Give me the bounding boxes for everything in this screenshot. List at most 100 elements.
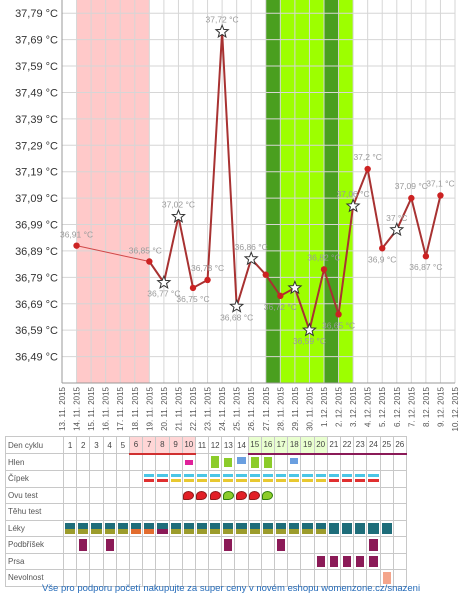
day-cell[interactable] bbox=[155, 519, 170, 537]
day-cell[interactable] bbox=[89, 536, 104, 554]
day-cell[interactable] bbox=[247, 519, 262, 537]
day-cell[interactable] bbox=[326, 503, 341, 521]
day-cell[interactable] bbox=[353, 453, 368, 471]
day-cell[interactable] bbox=[155, 486, 170, 504]
day-cell[interactable] bbox=[76, 470, 91, 488]
day-cell[interactable] bbox=[128, 519, 144, 537]
day-cell[interactable] bbox=[260, 536, 276, 554]
day-number[interactable]: 5 bbox=[115, 436, 130, 454]
day-cell[interactable] bbox=[379, 552, 394, 570]
day-cell[interactable] bbox=[194, 486, 210, 504]
day-cell[interactable] bbox=[339, 470, 355, 488]
day-cell[interactable] bbox=[287, 453, 302, 471]
day-cell[interactable] bbox=[392, 519, 407, 537]
day-cell[interactable] bbox=[89, 503, 104, 521]
day-cell[interactable] bbox=[273, 503, 289, 521]
day-number[interactable]: 24 bbox=[366, 436, 381, 455]
day-cell[interactable] bbox=[392, 453, 407, 471]
day-cell[interactable] bbox=[142, 470, 157, 488]
day-cell[interactable] bbox=[247, 486, 262, 504]
day-cell[interactable] bbox=[62, 453, 78, 471]
day-cell[interactable] bbox=[142, 453, 157, 471]
day-cell[interactable] bbox=[247, 453, 262, 471]
day-cell[interactable] bbox=[326, 519, 341, 537]
day-cell[interactable] bbox=[313, 552, 328, 570]
day-cell[interactable] bbox=[115, 503, 130, 521]
day-number[interactable]: 20 bbox=[313, 436, 328, 455]
day-cell[interactable] bbox=[379, 486, 394, 504]
day-number[interactable]: 10 bbox=[181, 436, 196, 455]
day-cell[interactable] bbox=[287, 536, 302, 554]
day-cell[interactable] bbox=[62, 503, 78, 521]
day-cell[interactable] bbox=[247, 503, 262, 521]
day-cell[interactable] bbox=[366, 536, 381, 554]
day-cell[interactable] bbox=[234, 519, 249, 537]
day-cell[interactable] bbox=[313, 453, 328, 471]
day-cell[interactable] bbox=[339, 519, 355, 537]
day-cell[interactable] bbox=[353, 519, 368, 537]
day-cell[interactable] bbox=[168, 552, 183, 570]
day-number[interactable]: 4 bbox=[102, 436, 117, 454]
day-number[interactable]: 26 bbox=[392, 436, 407, 455]
day-cell[interactable] bbox=[379, 536, 394, 554]
day-cell[interactable] bbox=[76, 453, 91, 471]
day-cell[interactable] bbox=[102, 486, 117, 504]
day-number[interactable]: 2 bbox=[76, 436, 91, 454]
day-cell[interactable] bbox=[392, 503, 407, 521]
day-number[interactable]: 15 bbox=[247, 436, 262, 455]
day-cell[interactable] bbox=[379, 503, 394, 521]
day-cell[interactable] bbox=[89, 519, 104, 537]
day-number[interactable]: 11 bbox=[194, 436, 210, 454]
day-cell[interactable] bbox=[339, 536, 355, 554]
day-cell[interactable] bbox=[273, 536, 289, 554]
day-cell[interactable] bbox=[115, 453, 130, 471]
day-cell[interactable] bbox=[366, 486, 381, 504]
day-cell[interactable] bbox=[89, 552, 104, 570]
day-cell[interactable] bbox=[221, 486, 236, 504]
day-number[interactable]: 13 bbox=[221, 436, 236, 454]
day-cell[interactable] bbox=[142, 519, 157, 537]
day-number[interactable]: 1 bbox=[62, 436, 78, 454]
day-cell[interactable] bbox=[247, 536, 262, 554]
day-cell[interactable] bbox=[76, 503, 91, 521]
day-cell[interactable] bbox=[142, 552, 157, 570]
day-cell[interactable] bbox=[62, 536, 78, 554]
day-cell[interactable] bbox=[128, 536, 144, 554]
day-cell[interactable] bbox=[142, 486, 157, 504]
day-cell[interactable] bbox=[194, 453, 210, 471]
day-cell[interactable] bbox=[221, 552, 236, 570]
day-cell[interactable] bbox=[339, 453, 355, 471]
day-cell[interactable] bbox=[326, 486, 341, 504]
day-cell[interactable] bbox=[326, 470, 341, 488]
day-cell[interactable] bbox=[89, 569, 104, 587]
day-number[interactable]: 19 bbox=[300, 436, 315, 455]
day-cell[interactable] bbox=[168, 536, 183, 554]
day-cell[interactable] bbox=[76, 552, 91, 570]
day-cell[interactable] bbox=[392, 552, 407, 570]
day-cell[interactable] bbox=[379, 470, 394, 488]
day-cell[interactable] bbox=[287, 519, 302, 537]
day-cell[interactable] bbox=[379, 519, 394, 537]
day-cell[interactable] bbox=[128, 552, 144, 570]
day-cell[interactable] bbox=[221, 453, 236, 471]
day-cell[interactable] bbox=[366, 470, 381, 488]
day-cell[interactable] bbox=[76, 519, 91, 537]
day-cell[interactable] bbox=[76, 536, 91, 554]
day-cell[interactable] bbox=[115, 486, 130, 504]
day-number[interactable]: 14 bbox=[234, 436, 249, 454]
day-cell[interactable] bbox=[128, 486, 144, 504]
day-number[interactable]: 3 bbox=[89, 436, 104, 454]
day-cell[interactable] bbox=[155, 552, 170, 570]
day-cell[interactable] bbox=[353, 486, 368, 504]
day-cell[interactable] bbox=[194, 503, 210, 521]
day-cell[interactable] bbox=[366, 552, 381, 570]
day-number[interactable]: 8 bbox=[155, 436, 170, 455]
day-number[interactable]: 25 bbox=[379, 436, 394, 455]
day-cell[interactable] bbox=[287, 552, 302, 570]
day-number[interactable]: 6 bbox=[128, 436, 144, 455]
day-cell[interactable] bbox=[142, 503, 157, 521]
day-cell[interactable] bbox=[208, 503, 223, 521]
day-cell[interactable] bbox=[62, 569, 78, 587]
day-cell[interactable] bbox=[142, 536, 157, 554]
day-cell[interactable] bbox=[300, 536, 315, 554]
